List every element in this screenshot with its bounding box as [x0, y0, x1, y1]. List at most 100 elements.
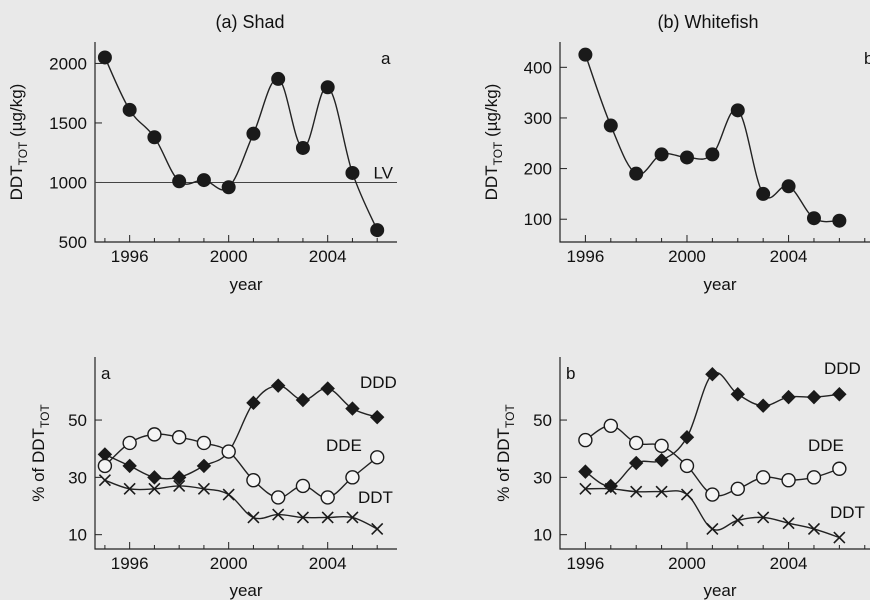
series-ddt: DDT — [579, 482, 865, 544]
chart-whitefish-percent: 1996 2000 2004 10 30 50 year % of DDTTOT b DDD DDE… — [494, 357, 870, 600]
data-point — [705, 147, 720, 162]
data-point — [346, 511, 359, 524]
data-point — [806, 470, 822, 485]
data-point — [147, 427, 162, 442]
reference-line-label: LV — [373, 163, 393, 182]
y-tick-label: 30 — [533, 468, 552, 487]
series-line — [585, 425, 840, 497]
series-label: DDD — [824, 359, 861, 378]
data-point — [270, 378, 286, 393]
y-axis-title: % of DDTTOT — [29, 404, 52, 502]
data-point — [171, 430, 187, 445]
series-label: DDT — [830, 503, 865, 522]
data-point — [832, 213, 847, 228]
data-point — [705, 487, 720, 502]
y-axis-title: DDTTOT (µg/kg) — [482, 84, 505, 201]
y-tick-label: 300 — [524, 109, 552, 128]
y-tick-label: 50 — [533, 411, 552, 430]
chart-shad-percent: 1996 2000 2004 10 30 50 year % of DDTTOT a DDD DDE… — [29, 357, 397, 600]
series-line — [585, 371, 840, 487]
data-point — [578, 464, 593, 479]
data-point — [756, 186, 771, 201]
panel-letter: a — [381, 49, 391, 68]
x-tick-label: 2004 — [309, 554, 347, 573]
y-axis-title: DDTTOT (µg/kg) — [7, 84, 30, 201]
data-point — [196, 458, 212, 474]
data-point — [197, 482, 210, 495]
data-point — [320, 490, 335, 505]
y-tick-label: 10 — [68, 526, 87, 545]
data-point — [345, 165, 360, 180]
data-point — [270, 490, 286, 505]
data-point — [654, 438, 669, 454]
data-point — [630, 485, 643, 498]
x-tick-label: 2000 — [668, 554, 706, 573]
data-point — [730, 481, 745, 497]
data-point — [147, 130, 162, 145]
panel-letter: a — [101, 364, 111, 383]
x-tick-label: 2004 — [309, 247, 347, 266]
x-tick-label: 2004 — [770, 247, 808, 266]
data-point — [731, 514, 744, 527]
series-total — [97, 50, 385, 238]
data-point — [629, 166, 644, 181]
data-point — [654, 452, 669, 468]
data-point — [98, 474, 111, 487]
data-point — [757, 511, 770, 524]
data-point — [221, 180, 236, 195]
series-dde: DDE — [97, 427, 385, 505]
data-point — [345, 401, 360, 416]
x-tick-label: 2000 — [210, 247, 248, 266]
x-tick-label: 1996 — [111, 247, 149, 266]
y-tick-label: 10 — [533, 526, 552, 545]
data-point — [295, 478, 311, 494]
data-point — [679, 458, 695, 474]
data-point — [679, 430, 695, 445]
data-point — [246, 473, 261, 488]
axes — [94, 42, 397, 243]
y-tick-label: 500 — [59, 233, 87, 252]
x-tick-label: 1996 — [566, 247, 604, 266]
data-point — [579, 482, 592, 495]
series-line — [584, 54, 840, 223]
data-point — [196, 435, 212, 451]
panel-letter: b — [566, 364, 575, 383]
data-point — [755, 470, 771, 485]
data-point — [97, 458, 113, 474]
series-label: DDT — [358, 488, 393, 507]
data-point — [147, 470, 162, 485]
data-point — [730, 387, 745, 402]
data-point — [271, 71, 286, 86]
data-point — [782, 517, 795, 530]
data-point — [832, 461, 847, 476]
x-tick-label: 2000 — [668, 247, 706, 266]
series-line — [104, 479, 378, 530]
series-label: DDD — [360, 373, 397, 392]
axes — [559, 42, 870, 243]
data-point — [369, 450, 385, 465]
data-point — [171, 470, 187, 485]
data-point — [123, 482, 136, 495]
series-label: DDE — [808, 436, 844, 455]
series-ddt: DDT — [98, 474, 393, 536]
data-point — [680, 488, 694, 501]
data-point — [122, 435, 137, 451]
y-tick-label: 50 — [68, 411, 87, 430]
x-tick-label: 1996 — [111, 554, 149, 573]
data-point — [705, 366, 720, 382]
data-point — [369, 409, 385, 425]
data-point — [172, 174, 187, 189]
data-point — [833, 531, 846, 544]
series-ddd: DDD — [97, 373, 397, 485]
data-point — [603, 478, 619, 494]
data-point — [148, 482, 161, 495]
data-point — [370, 223, 385, 238]
data-point — [832, 387, 847, 402]
data-point — [246, 395, 261, 411]
x-tick-label: 2004 — [770, 554, 808, 573]
data-point — [196, 173, 211, 188]
y-tick-label: 1500 — [49, 114, 87, 133]
data-point — [246, 126, 261, 141]
data-point — [222, 488, 235, 501]
data-point — [806, 389, 822, 405]
